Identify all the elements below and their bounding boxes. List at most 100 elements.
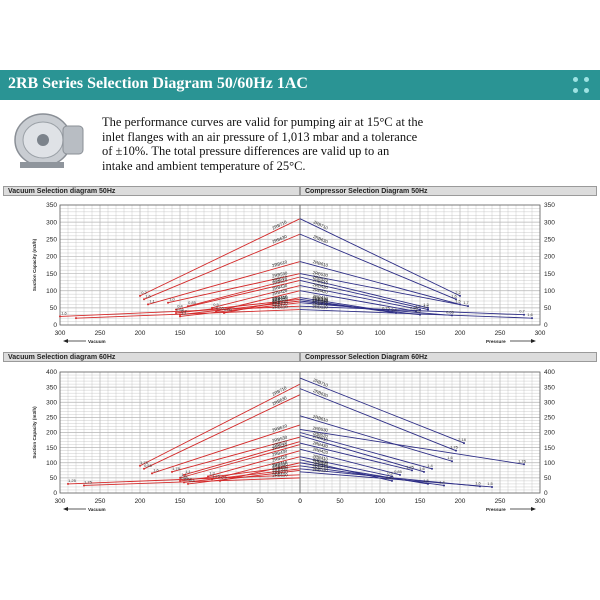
series-label: 2RB530 [271,434,288,443]
power-annotation: 1,75 [450,445,459,450]
x-tick-label: 50 [256,498,264,505]
x-tick-label: 150 [415,330,426,337]
series-end-point [143,467,145,470]
series-end-point [179,315,181,318]
series-line [299,309,533,319]
series-label: 2RB110 [312,304,328,310]
series-end-point [443,484,445,487]
series-label: 2RB510 [312,433,329,442]
x-tick-label: 50 [336,330,344,337]
series-end-point [427,306,429,309]
series-line [299,290,417,312]
power-annotation: 1,76 [518,458,527,463]
x-tick-label: 200 [135,330,146,337]
series-line [187,276,301,307]
series-label: 2RB210 [312,301,328,307]
series-end-point [187,482,189,485]
axis-arrowhead [531,507,536,511]
series-label: 2RB210 [272,469,288,475]
series-end-point [391,479,393,482]
power-annotation: 0,62 [184,476,193,481]
power-annotation: 1,6 [145,293,151,298]
x-axis-label: Pressure [486,339,506,344]
series-end-point [463,442,465,445]
power-annotation: 0,85 [188,300,197,305]
series-end-point [175,312,177,314]
series-label: 2RB520 [271,439,288,448]
series-line [299,273,469,307]
x-tick-label: 50 [336,498,344,505]
power-annotation: 1,25 [68,478,77,483]
power-annotation: 1,4 [415,304,421,309]
series-label: 2RB310 [312,298,328,304]
series-line [59,305,301,317]
y-tick-label: 150 [544,445,555,452]
series-label: 2RB420 [312,287,329,295]
series-label: 2RB430 [271,448,288,457]
series-label: 2RB520 [312,274,329,283]
axis-arrowhead [63,507,68,511]
series-line [139,218,301,297]
title-bar: 2RB Series Selection Diagram 50/60Hz 1AC [0,70,600,100]
series-label: 2RB320 [272,296,289,303]
y-tick-label: 250 [46,236,57,243]
side-channel-blower-image [14,113,84,168]
power-annotation: 1,2 [423,304,429,309]
series-label: 2RB430 [312,440,329,449]
series-end-point [175,308,177,311]
series-line [139,383,301,467]
series-label: 2RB110 [272,304,288,310]
power-annotation: 0,85 [410,305,419,310]
power-annotation: 0,4 [177,304,183,309]
power-annotation: 0,7 [519,309,525,314]
y-tick-label: 200 [46,430,57,437]
power-annotation: 0,65 [446,309,455,314]
x-tick-label: 0 [298,330,302,337]
series-label: 2RB630 [271,234,288,245]
axis-arrowhead [63,339,68,343]
series-line [179,300,301,316]
x-tick-label: 150 [175,498,186,505]
series-line [299,305,525,316]
y-tick-label: 300 [544,399,555,406]
series-line [179,302,301,317]
power-annotation: 1,6 [447,455,453,460]
series-end-point [411,469,413,472]
power-annotation: 1,4 [439,479,445,484]
series-end-point [523,313,525,316]
y-tick-label: 50 [50,475,58,482]
series-label: 2RB330 [272,295,289,302]
power-annotation: 0,55 [216,305,225,310]
series-label: 2RB710 [312,377,329,388]
power-annotation: 2,18 [458,437,467,442]
series-line [299,218,461,297]
power-annotation: 0,9 [221,475,227,480]
series-label: 2RB510 [272,277,289,286]
y-tick-label: 150 [46,271,57,278]
series-end-point [211,306,213,309]
series-line [299,377,465,444]
y-tick-label: 100 [46,288,57,295]
x-tick-label: 50 [256,330,264,337]
series-end-point [491,485,493,488]
series-label: 2RB310 [272,298,289,305]
series-line [75,309,301,319]
y-axis-label: Suction Capacity (m3/h) [32,406,37,459]
x-tick-label: 100 [215,330,226,337]
y-tick-label: 0 [544,490,548,497]
x-tick-label: 150 [415,498,426,505]
series-label: 2RB610 [271,423,288,433]
series-line [299,415,453,462]
power-annotation: 0,5 [189,478,195,483]
series-line [299,448,401,476]
power-annotation: 1,0 [169,297,175,302]
series-line [299,442,413,471]
x-tick-label: 100 [375,330,386,337]
power-annotation: 0,5 [213,302,219,307]
power-annotation: 0,75 [382,305,391,310]
series-label: 2RB110 [312,467,328,473]
power-annotation: 1,1 [181,310,187,315]
x-axis-label: Vacuum [88,507,106,512]
series-label: 2RB330 [312,457,329,465]
series-end-point [151,472,153,475]
